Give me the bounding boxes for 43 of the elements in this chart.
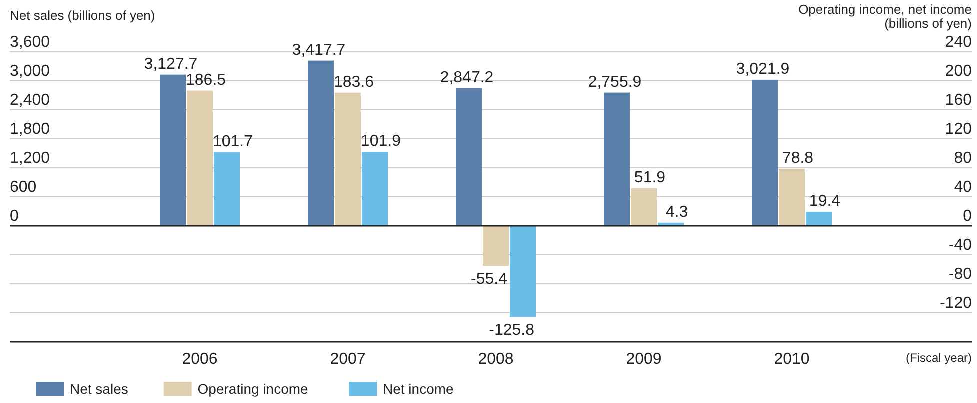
y-tick-label: 3,600 <box>10 34 50 51</box>
y-tick-label: 1,800 <box>10 121 50 138</box>
y2-tick-label: 240 <box>945 34 972 51</box>
y2-axis-title: Operating income, net income (billions of yen) <box>798 2 972 31</box>
data-label: 19.4 <box>809 192 841 210</box>
y-tick-label: 600 <box>10 179 37 196</box>
y-tick-label: 1,200 <box>10 150 50 167</box>
data-label: 2,755.9 <box>588 74 642 91</box>
legend-label: Operating income <box>198 381 309 397</box>
y2-tick-label: 0 <box>963 208 972 225</box>
data-label: -125.8 <box>489 322 535 340</box>
y2-tick-label: -80 <box>948 266 972 283</box>
y2-tick-label: 120 <box>945 121 972 138</box>
x-axis-title: (Fiscal year) <box>906 351 972 365</box>
x-tick-label: 2007 <box>330 351 366 368</box>
data-label: 78.8 <box>782 150 814 167</box>
x-tick-label: 2010 <box>774 351 810 368</box>
data-label: 101.9 <box>360 133 402 150</box>
y2-tick-label: 80 <box>954 150 972 167</box>
x-tick-label: 2009 <box>626 351 662 368</box>
data-label: 3,127.7 <box>144 56 198 73</box>
y2-tick-label: -120 <box>940 295 972 312</box>
y-axis-title: Net sales (billions of yen) <box>10 8 156 23</box>
y2-tick-label: 200 <box>945 63 972 80</box>
data-label: 3,417.7 <box>292 42 346 59</box>
x-tick-label: 2006 <box>182 351 218 368</box>
data-label: -55.4 <box>471 271 508 288</box>
y2-tick-label: 160 <box>945 92 972 109</box>
data-label: 186.5 <box>186 72 226 89</box>
y-tick-label: 0 <box>10 208 19 225</box>
y-tick-label: 2,400 <box>10 92 50 109</box>
y2-tick-label: 40 <box>954 179 972 196</box>
y2-tick-label: -40 <box>948 237 972 254</box>
legend-label: Net income <box>383 381 454 397</box>
legend-label: Net sales <box>70 381 128 397</box>
y-tick-label: 3,000 <box>10 63 50 80</box>
data-label: 2,847.2 <box>440 69 494 86</box>
data-label: 3,021.9 <box>736 60 790 78</box>
data-label: 51.9 <box>634 169 666 186</box>
data-label: 101.7 <box>212 133 254 150</box>
data-label: 4.3 <box>666 204 688 221</box>
x-tick-label: 2008 <box>478 351 514 368</box>
data-label: 183.6 <box>334 74 374 91</box>
